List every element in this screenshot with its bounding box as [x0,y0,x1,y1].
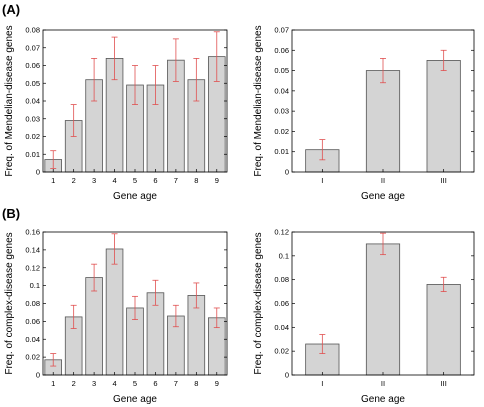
y-tick-label: 0.14 [25,245,40,254]
x-tick-label: 1 [51,176,55,185]
y-axis-label: Freq. of Mendelian-disease genes [4,25,15,176]
x-tick-label: 2 [72,176,76,185]
x-tick-label: 6 [153,176,157,185]
y-tick-label: 0.1 [30,281,40,290]
y-tick-label: 0.03 [274,107,289,116]
y-tick-label: 0.04 [25,97,40,106]
x-tick-label: I [321,379,323,388]
y-axis-label: Freq. of complex-disease genes [4,232,15,374]
x-tick-label: 4 [112,379,116,388]
plot-frame [42,231,228,376]
x-axis-label: Gene age [113,191,157,202]
bar [426,60,461,173]
bar [105,248,124,376]
y-tick-label: 0.1 [279,251,289,260]
chart-a-left: 1 2 3 4 5 6 7 8 9 0 0.01 0.02 0.03 0.04 0.05 0.06 0.07 0.… [4,25,228,202]
x-tick-label: 7 [174,176,178,185]
y-tick-label: 0.06 [25,317,40,326]
x-tick-label: II [381,379,385,388]
x-tick-label: 4 [112,176,116,185]
y-tick-label: 0.01 [274,147,289,156]
y-tick-label: 0.03 [25,114,40,123]
y-axis-label: Freq. of complex-disease genes [253,232,264,374]
x-tick-label: 3 [92,379,96,388]
y-tick-label: 0.01 [25,150,40,159]
x-tick-label: 5 [133,176,137,185]
y-tick-label: 0.08 [25,299,40,308]
x-tick-label: 8 [194,176,198,185]
y-tick-label: 0.08 [25,26,40,35]
panel-label-b: (B) [2,206,20,221]
plot-frame [291,29,475,173]
x-tick-label: 9 [215,379,219,388]
y-tick-label: 0.02 [274,127,289,136]
x-tick-label: II [381,176,385,185]
x-tick-label: 8 [194,379,198,388]
y-axis-label: Freq. of Mendelian-disease genes [253,25,264,176]
y-tick-label: 0.12 [274,228,289,237]
x-axis-label: Gene age [361,191,405,202]
plot-frame [42,29,228,173]
x-tick-label: 7 [174,379,178,388]
x-tick-label: I [321,176,323,185]
y-tick-label: 0 [285,371,289,380]
y-tick-label: 0 [285,168,289,177]
x-tick-label: 1 [51,379,55,388]
x-tick-label: 6 [153,379,157,388]
x-axis-label: Gene age [361,394,405,405]
x-tick-label: III [441,379,447,388]
y-tick-label: 0.06 [25,61,40,70]
y-tick-label: 0.02 [274,347,289,356]
x-axis-label: Gene age [113,394,157,405]
panel-label-a: (A) [2,2,20,17]
y-tick-label: 0.02 [25,353,40,362]
y-tick-label: 0.05 [274,66,289,75]
y-tick-label: 0.06 [274,299,289,308]
x-tick-label: 9 [215,176,219,185]
x-tick-label: 5 [133,379,137,388]
plot-frame [291,231,475,376]
y-tick-label: 0.04 [25,335,40,344]
y-tick-label: 0 [36,168,40,177]
bar [426,284,461,376]
bar [365,70,401,173]
y-tick-label: 0.06 [274,46,289,55]
x-tick-label: III [441,176,447,185]
chart-a-right: I II III00.010.020.030.040.050.060.07Gene … [253,25,475,202]
y-tick-label: 0.05 [25,79,40,88]
y-tick-label: 0.07 [274,26,289,35]
y-tick-label: 0.12 [25,263,40,272]
y-tick-label: 0.04 [274,323,289,332]
y-tick-label: 0.04 [274,86,289,95]
bar [85,277,103,376]
y-tick-label: 0.02 [25,132,40,141]
y-tick-label: 0 [36,371,40,380]
y-tick-label: 0.08 [274,275,289,284]
y-tick-label: 0.07 [25,43,40,52]
bar [365,243,401,376]
y-tick-label: 0.16 [25,228,40,237]
chart-b-left: 1 2 3 4 5 6 7 8 9 0 0.02 0.04 0.06 0.08 0.1 0.12 0.14 0.1… [4,228,228,405]
x-tick-label: 2 [72,379,76,388]
x-tick-label: 3 [92,176,96,185]
